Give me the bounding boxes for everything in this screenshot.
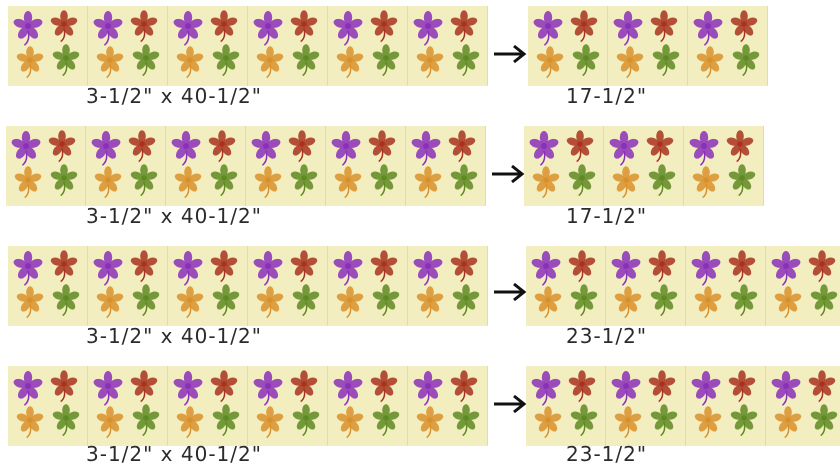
floral-fabric-tile — [604, 126, 684, 206]
right-arrow-icon — [492, 164, 525, 184]
floral-fabric-tile — [248, 246, 328, 326]
floral-fabric-tile — [88, 246, 168, 326]
floral-fabric-tile — [524, 126, 604, 206]
fabric-strip-source — [8, 6, 488, 86]
floral-fabric-tile — [8, 366, 88, 446]
floral-fabric-tile — [408, 246, 488, 326]
floral-fabric-tile — [766, 246, 840, 326]
floral-fabric-tile — [328, 366, 408, 446]
fabric-strip-source — [8, 366, 488, 446]
floral-fabric-tile — [166, 126, 246, 206]
floral-fabric-tile — [688, 6, 768, 86]
result-size-label: 23-1/2" — [566, 442, 648, 466]
cut-size-label: 3-1/2" x 40-1/2" — [86, 442, 262, 466]
cutting-row-4: 3-1/2" x 40-1/2" 23-1/2" — [0, 366, 840, 476]
floral-fabric-tile — [8, 246, 88, 326]
right-arrow-icon — [494, 394, 527, 414]
result-size-label: 23-1/2" — [566, 324, 648, 348]
floral-fabric-tile — [88, 6, 168, 86]
floral-fabric-tile — [328, 246, 408, 326]
floral-fabric-tile — [766, 366, 840, 446]
floral-fabric-tile — [6, 126, 86, 206]
floral-fabric-tile — [88, 366, 168, 446]
floral-fabric-tile — [528, 6, 608, 86]
fabric-strip-result — [526, 246, 840, 326]
floral-fabric-tile — [408, 366, 488, 446]
floral-fabric-tile — [526, 366, 606, 446]
cutting-row-2: 3-1/2" x 40-1/2" 17-1/2" — [0, 126, 840, 236]
floral-fabric-tile — [86, 126, 166, 206]
floral-fabric-tile — [168, 246, 248, 326]
floral-fabric-tile — [248, 6, 328, 86]
right-arrow-icon — [494, 44, 527, 64]
floral-fabric-tile — [408, 6, 488, 86]
floral-fabric-tile — [406, 126, 486, 206]
right-arrow-icon — [494, 282, 527, 302]
floral-fabric-tile — [248, 366, 328, 446]
floral-fabric-tile — [606, 366, 686, 446]
floral-fabric-tile — [326, 126, 406, 206]
floral-fabric-tile — [608, 6, 688, 86]
floral-fabric-tile — [686, 246, 766, 326]
cut-size-label: 3-1/2" x 40-1/2" — [86, 84, 262, 108]
result-size-label: 17-1/2" — [566, 84, 648, 108]
fabric-strip-result — [524, 126, 764, 206]
fabric-strip-source — [6, 126, 486, 206]
floral-fabric-tile — [684, 126, 764, 206]
floral-fabric-tile — [606, 246, 686, 326]
floral-fabric-tile — [168, 6, 248, 86]
fabric-strip-result — [526, 366, 840, 446]
fabric-strip-source — [8, 246, 488, 326]
floral-fabric-tile — [8, 6, 88, 86]
cut-size-label: 3-1/2" x 40-1/2" — [86, 204, 262, 228]
cut-size-label: 3-1/2" x 40-1/2" — [86, 324, 262, 348]
floral-fabric-tile — [168, 366, 248, 446]
floral-fabric-tile — [526, 246, 606, 326]
cutting-row-1: 3-1/2" x 40-1/2" 17-1/2" — [0, 6, 840, 116]
floral-fabric-tile — [328, 6, 408, 86]
result-size-label: 17-1/2" — [566, 204, 648, 228]
fabric-strip-result — [528, 6, 768, 86]
floral-fabric-tile — [246, 126, 326, 206]
cutting-row-3: 3-1/2" x 40-1/2" 23-1/2" — [0, 246, 840, 356]
floral-fabric-tile — [686, 366, 766, 446]
